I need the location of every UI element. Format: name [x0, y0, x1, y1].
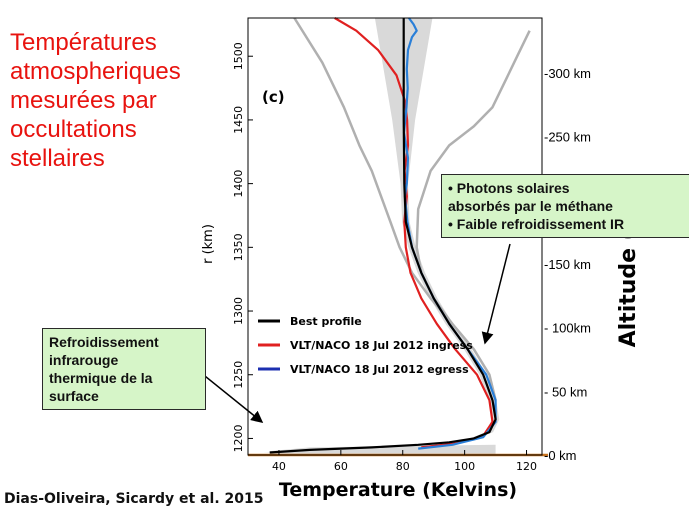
annotations.right_box_lines-line: • Faible refroidissement IR — [448, 216, 625, 232]
y-ticks-layer: 1200 1250 1300 1350 1400 1450 1500 — [232, 42, 253, 452]
y-tick-label: 1500 — [232, 42, 245, 70]
legend-label: VLT/NACO 18 Jul 2012 ingress — [290, 339, 473, 352]
annotations.left_box_lines-line: surface — [49, 388, 99, 404]
slide-title: Températures atmospheriques mesurées par oc… — [10, 28, 250, 173]
x-tick-label: 100 — [454, 460, 475, 473]
series-envelope-cold- — [293, 17, 454, 325]
slide.title_lines-line: occultations — [10, 116, 137, 143]
y-tick-label: 1250 — [232, 361, 245, 389]
altitude-tick-label: - 50 km — [544, 384, 587, 399]
annotations.left_box_lines-line: Refroidissement — [49, 334, 159, 350]
series-best-profile — [269, 18, 497, 454]
y-axis-label: r (km) — [201, 224, 216, 264]
panel-label: (c) — [262, 88, 285, 106]
series-layer — [269, 17, 531, 454]
legend-label: VLT/NACO 18 Jul 2012 egress — [290, 363, 469, 376]
slide.title_lines-line: Températures — [10, 29, 157, 56]
slide.title_lines-line: mesurées par — [10, 87, 157, 114]
citation: Dias-Oliveira, Sicardy et al. 2015 — [4, 491, 264, 507]
y-tick-label: 1300 — [232, 297, 245, 325]
arrow-to-profile — [481, 243, 511, 345]
legend: Best profile VLT/NACO 18 Jul 2012 ingress… — [258, 315, 473, 376]
altitude-axis-layer: -0 km - 50 km - 100km -150 km -250 km -300 km — [544, 66, 591, 463]
annotations.right_box_lines-line: • Photons solaires — [448, 180, 570, 196]
y-tick-label: 1350 — [232, 233, 245, 261]
series-vlt-naco-18-jul-2012-ingress — [334, 17, 494, 449]
annotations.left_box_lines-line: infrarouge — [49, 352, 119, 368]
altitude-tick-label: -250 km — [544, 129, 591, 144]
legend-label: Best profile — [290, 315, 362, 328]
series-envelope-warm- — [415, 30, 531, 401]
altitude-tick-label: -0 km — [544, 448, 577, 463]
y-tick-label: 1400 — [232, 170, 245, 198]
annotations.left_box_lines-line: thermique de la — [49, 370, 153, 386]
altitude-tick-label: -150 km — [544, 257, 591, 272]
x-ticks-layer: 40 60 80 100 120 — [272, 450, 537, 473]
methane-heating-note: • Photons solaires absorbés par le métha… — [441, 174, 689, 238]
altitude-tick-label: -300 km — [544, 66, 591, 81]
surface-cooling-note: Refroidissement infrarouge thermique de la… — [42, 328, 206, 410]
x-tick-label: 120 — [516, 460, 537, 473]
slide.title_lines-line: atmospheriques — [10, 58, 181, 85]
x-axis-label: Temperature (Kelvins) — [279, 479, 517, 501]
slide.title_lines-line: stellaires — [10, 145, 105, 172]
annotations.right_box_lines-line: absorbés par le méthane — [448, 198, 613, 214]
x-tick-label: 80 — [396, 460, 410, 473]
y-tick-label: 1200 — [232, 424, 245, 452]
x-tick-label: 60 — [334, 460, 348, 473]
y-tick-label: 1450 — [232, 106, 245, 134]
altitude-tick-label: - 100km — [544, 321, 591, 336]
x-tick-label: 40 — [272, 460, 286, 473]
